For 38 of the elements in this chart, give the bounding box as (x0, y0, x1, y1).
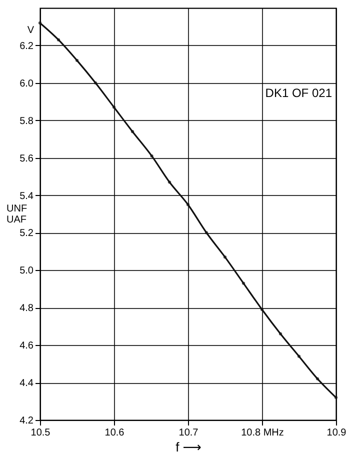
annotation: DK1 OF 021 (265, 86, 332, 100)
point (223, 255, 227, 259)
point (316, 377, 320, 380)
point (297, 354, 301, 358)
y-tick-label: 4.8 (20, 303, 34, 314)
y-tick-label: 5.4 (20, 190, 34, 202)
y-tick-label: 5.8 (20, 116, 34, 127)
point (334, 396, 338, 400)
y-axis-title: UNF UAF (6, 204, 28, 226)
x-tick-label: 10.5 (30, 428, 51, 438)
x-axis-title: f ⟶ (176, 440, 202, 454)
point (56, 38, 60, 42)
point (150, 154, 154, 158)
text: V (27, 25, 34, 36)
point (204, 231, 208, 234)
point (75, 58, 79, 62)
point (38, 21, 42, 25)
y-tick-label: 5.6 (20, 153, 34, 164)
point (94, 81, 98, 84)
y-tick-label: 4.6 (20, 340, 34, 352)
point (186, 203, 190, 206)
x-tick-label: 10.7 (178, 428, 199, 438)
y-tick-label: 4.2 (20, 416, 34, 426)
x-tick-label: 10.9 (326, 428, 347, 438)
y-tick-label: 6.2 (20, 40, 34, 52)
x-tick-label: 10.8 MHz (241, 428, 284, 438)
point (130, 130, 134, 134)
point (260, 308, 264, 312)
point (168, 180, 172, 184)
y-tick-label: 4.4 (20, 378, 34, 390)
point (112, 106, 116, 109)
point (242, 282, 246, 285)
y-tick-label: 6.0 (20, 78, 34, 90)
line-series (38, 21, 338, 400)
y-tick-label: 5.2 (20, 228, 34, 240)
point (278, 332, 282, 336)
x-tick-label: 10.6 (104, 428, 125, 438)
y-tick-label: 5.0 (20, 266, 34, 277)
